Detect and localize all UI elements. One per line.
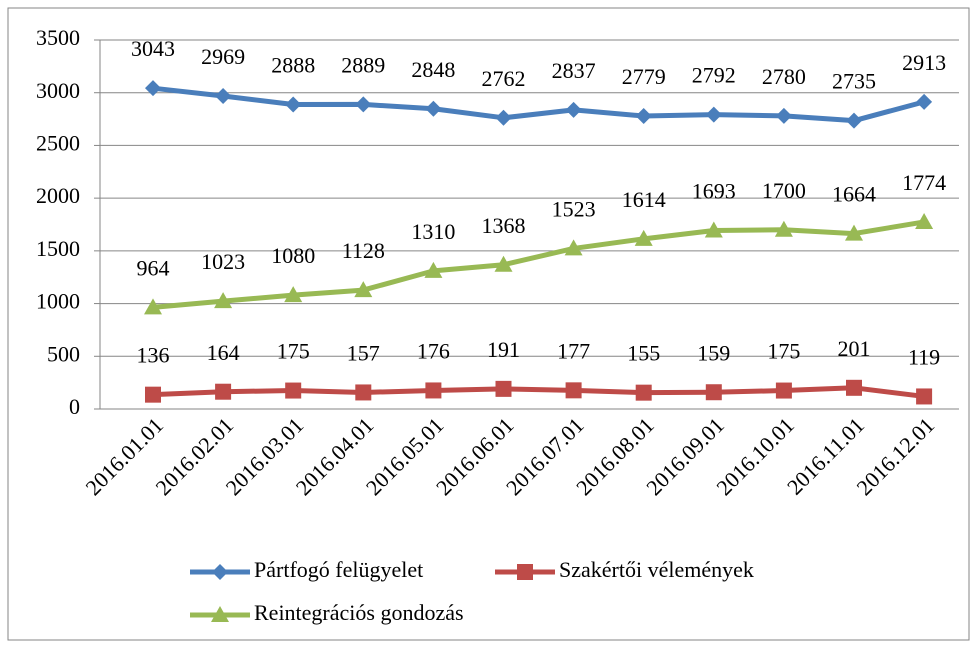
data-label: 2848	[411, 57, 455, 82]
data-label: 201	[838, 336, 871, 361]
y-tick-label: 1000	[36, 289, 80, 314]
series-line	[152, 385, 925, 399]
marker	[214, 292, 233, 309]
data-label: 191	[487, 337, 520, 362]
data-label: 1368	[482, 213, 526, 238]
marker	[845, 224, 863, 241]
marker	[495, 109, 512, 126]
marker	[635, 384, 652, 401]
data-label: 2969	[201, 44, 245, 69]
data-label: 1774	[902, 170, 946, 195]
marker	[916, 388, 933, 405]
marker	[212, 564, 228, 580]
marker	[775, 107, 792, 124]
y-tick-label: 1500	[36, 236, 80, 261]
marker	[285, 382, 302, 399]
data-label: 2762	[482, 66, 526, 91]
marker	[564, 239, 583, 256]
y-tick-label: 3000	[36, 78, 80, 103]
data-label: 964	[137, 255, 170, 280]
marker	[705, 384, 722, 401]
marker	[284, 286, 303, 303]
marker	[565, 382, 582, 399]
marker	[704, 221, 723, 238]
marker	[517, 564, 533, 580]
data-label: 1023	[201, 249, 245, 274]
data-label: 3043	[131, 36, 175, 61]
marker	[775, 382, 792, 399]
data-label: 119	[908, 345, 940, 370]
marker	[355, 384, 372, 401]
marker	[211, 606, 229, 622]
marker	[915, 212, 934, 229]
data-label: 1664	[832, 182, 876, 207]
marker	[215, 87, 232, 104]
marker	[424, 261, 443, 278]
legend-label: Pártfogó felügyelet	[254, 557, 423, 582]
data-label: 1310	[411, 219, 455, 244]
marker	[565, 101, 582, 118]
marker	[495, 380, 512, 397]
data-label: 2780	[762, 64, 806, 89]
series-line	[152, 85, 925, 124]
marker	[144, 298, 162, 315]
data-label: 1693	[692, 179, 736, 204]
legend-item: Reintegrációs gondozás	[190, 600, 464, 625]
data-label: 2837	[552, 58, 596, 83]
marker	[846, 112, 862, 129]
data-label: 1614	[622, 187, 666, 212]
data-label: 164	[207, 340, 240, 365]
data-label: 1080	[271, 243, 315, 268]
marker	[635, 108, 652, 125]
data-label: 2792	[692, 63, 736, 88]
chart-frame	[7, 7, 970, 641]
data-label: 2889	[341, 52, 385, 77]
marker	[145, 386, 161, 403]
marker	[354, 281, 373, 298]
marker	[355, 96, 372, 113]
marker	[634, 229, 653, 246]
y-tick-label: 2500	[36, 130, 80, 155]
y-tick-label: 0	[69, 394, 80, 419]
data-label: 177	[557, 338, 590, 363]
data-label: 1128	[342, 238, 385, 263]
marker	[494, 255, 513, 272]
marker	[425, 100, 442, 117]
data-label: 2888	[271, 53, 315, 78]
legend-label: Reintegrációs gondozás	[254, 600, 464, 625]
data-label: 1523	[552, 196, 596, 221]
legend-label: Szakértői vélemények	[559, 557, 754, 582]
y-tick-label: 500	[47, 341, 80, 366]
data-label: 1700	[762, 178, 806, 203]
data-label: 136	[137, 343, 170, 368]
data-label: 2913	[902, 50, 946, 75]
marker	[846, 379, 862, 396]
data-label: 176	[417, 338, 450, 363]
marker	[774, 220, 793, 237]
legend-item: Szakértői vélemények	[495, 557, 754, 582]
data-label: 2779	[622, 64, 666, 89]
legend-item: Pártfogó felügyelet	[190, 557, 423, 582]
marker	[145, 80, 161, 97]
data-label: 175	[277, 339, 310, 364]
data-label: 175	[767, 339, 800, 364]
marker	[285, 96, 302, 113]
data-label: 155	[627, 341, 660, 366]
marker	[215, 383, 232, 400]
y-tick-label: 2000	[36, 183, 80, 208]
series-line	[152, 219, 925, 310]
y-tick-label: 3500	[36, 25, 80, 50]
data-label: 157	[347, 340, 380, 365]
marker	[425, 382, 442, 399]
data-label: 2735	[832, 69, 876, 94]
marker	[705, 106, 722, 123]
marker	[916, 93, 933, 110]
data-label: 159	[697, 340, 730, 365]
